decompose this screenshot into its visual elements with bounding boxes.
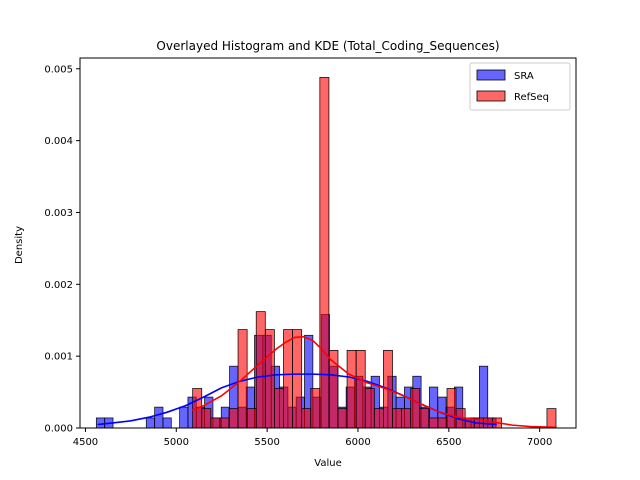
histogram-bar <box>274 388 284 429</box>
histogram-bar <box>179 406 189 429</box>
histogram-bar <box>392 408 402 429</box>
chart-title: Overlayed Histogram and KDE (Total_Codin… <box>156 39 499 53</box>
histogram-bar <box>292 329 303 429</box>
y-tick-label: 0.005 <box>44 64 73 75</box>
legend-label-refseq: RefSeq <box>514 92 549 103</box>
histogram-bar <box>95 417 106 429</box>
histogram-bar <box>410 388 421 429</box>
histogram-bar <box>210 417 221 429</box>
histogram-bar <box>346 350 357 429</box>
y-tick-label: 0.001 <box>44 352 73 363</box>
legend-swatch-sra <box>476 69 506 81</box>
histogram-bar <box>154 406 164 429</box>
y-tick-label: 0.000 <box>44 424 73 435</box>
legend-label-sra: SRA <box>514 71 534 82</box>
y-axis-label: Density <box>14 226 25 264</box>
x-axis-label: Value <box>314 458 341 469</box>
legend: SRA RefSeq <box>469 62 571 111</box>
axes-frame <box>79 57 577 429</box>
y-axis: 0.000 0.001 0.002 0.003 0.004 0.005 <box>44 64 80 435</box>
histogram-bar <box>255 311 266 429</box>
legend-swatch-refseq <box>476 90 506 102</box>
plot-area: 4500 5000 5500 6000 6500 70000.0000.0010.0020… <box>44 57 577 448</box>
x-tick-label: 5500 <box>254 437 279 448</box>
histogram-bar <box>437 417 448 429</box>
histogram-bar <box>428 417 439 429</box>
histogram-bar <box>201 408 212 429</box>
histogram-bar <box>419 408 430 429</box>
histogram-bar <box>162 417 172 429</box>
y-tick-label: 0.004 <box>44 136 73 147</box>
x-axis: 4500 5000 5500 6000 6500 7000 <box>73 428 552 448</box>
histogram-bar <box>283 329 293 429</box>
x-tick-label: 5000 <box>164 437 189 448</box>
histogram-bar <box>228 408 239 429</box>
x-tick-label: 4500 <box>73 437 98 448</box>
histogram-bar <box>219 417 230 429</box>
histogram-bar <box>310 388 321 429</box>
histogram-bar <box>446 388 457 429</box>
histogram-bar <box>145 417 156 429</box>
x-tick-label: 6000 <box>345 437 370 448</box>
histogram-bar <box>373 408 384 429</box>
histogram-bar <box>337 408 348 429</box>
histogram-bar <box>246 408 257 429</box>
histogram-bar <box>301 408 312 429</box>
kde-line-refseq <box>191 335 557 429</box>
y-tick-label: 0.002 <box>44 280 73 291</box>
y-tick-label: 0.003 <box>44 208 73 219</box>
x-tick-label: 6500 <box>436 437 461 448</box>
histogram-bar <box>264 329 275 429</box>
histogram-bar <box>401 408 412 429</box>
x-tick-label: 7000 <box>527 437 552 448</box>
histogram-bar <box>355 350 366 429</box>
histogram-bar <box>364 388 375 429</box>
histogram-bar <box>546 408 557 429</box>
